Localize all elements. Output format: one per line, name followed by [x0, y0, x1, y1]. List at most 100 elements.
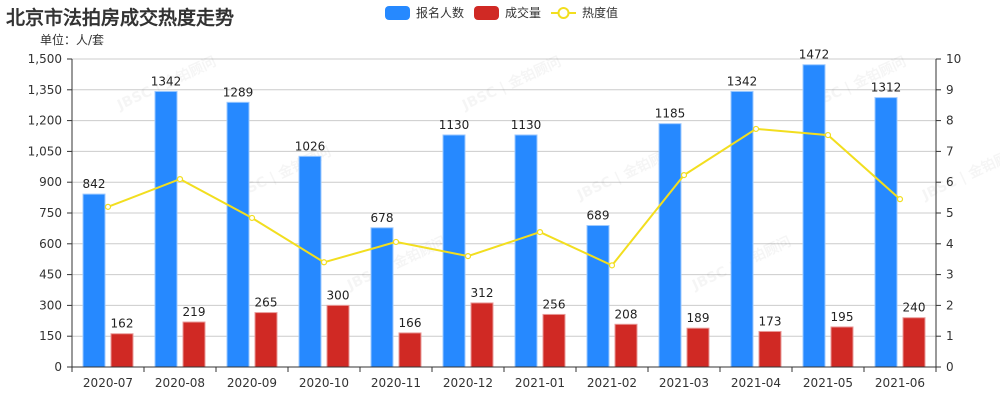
bar-registrants[interactable]: [874, 97, 898, 368]
bar-registrants[interactable]: [730, 90, 754, 368]
y-tick-label: 1,200: [28, 114, 62, 128]
y2-tick-label: 5: [946, 206, 954, 220]
bar-value-label: 678: [371, 211, 394, 225]
bar-value-label: 1185: [655, 107, 686, 121]
watermark: JBSC | 金铂顾问: [459, 53, 564, 114]
bar-value-label: 173: [759, 314, 782, 328]
heat-point[interactable]: [608, 262, 616, 269]
y2-tick-label: 9: [946, 83, 954, 97]
watermark: JBSC | 金铂顾问: [574, 143, 679, 204]
bar-transactions[interactable]: [902, 317, 926, 368]
legend-label: 报名人数: [416, 6, 465, 20]
heat-point[interactable]: [464, 253, 472, 260]
bar-registrants[interactable]: [154, 90, 178, 368]
x-tick-label: 2021-01: [515, 376, 565, 390]
bar-value-label: 689: [587, 209, 610, 223]
x-tick-label: 2020-12: [443, 376, 493, 390]
bar-transactions[interactable]: [182, 321, 206, 368]
bar-value-label: 208: [615, 307, 638, 321]
heat-polyline: [107, 127, 901, 267]
watermark: JBSC | 金铂顾问: [919, 143, 1000, 204]
bar-transactions[interactable]: [614, 323, 638, 368]
bar-registrants[interactable]: [802, 64, 826, 368]
heat-point[interactable]: [320, 259, 328, 266]
y-tick-label: 1,500: [28, 52, 62, 66]
chart-title: 北京市法拍房成交热度走势: [6, 7, 235, 29]
bar-value-label: 195: [831, 310, 854, 324]
legend: 报名人数 成交量 热度值: [385, 4, 628, 21]
bar-value-label: 219: [183, 305, 206, 319]
y-tick-label: 600: [39, 237, 62, 251]
bar-transactions[interactable]: [830, 326, 854, 368]
bar-value-label: 166: [399, 316, 422, 330]
y2-tick-label: 10: [946, 52, 961, 66]
bars: [82, 64, 926, 368]
heat-line: [104, 125, 904, 269]
heat-point[interactable]: [104, 203, 112, 210]
y-tick-label: 450: [39, 268, 62, 282]
watermark: JBSC | 金铂顾问: [229, 143, 334, 204]
bar-registrants[interactable]: [298, 155, 322, 368]
heat-point[interactable]: [176, 176, 184, 183]
bar-transactions[interactable]: [110, 333, 134, 368]
unit-label: 单位：人/套: [40, 33, 105, 47]
bar-value-label: 842: [83, 177, 106, 191]
y-tick-label: 900: [39, 175, 62, 189]
bar-value-label: 1312: [871, 81, 902, 95]
x-tick-label: 2021-04: [731, 376, 781, 390]
legend-swatch-blue-icon: [385, 5, 410, 20]
bar-registrants[interactable]: [370, 227, 394, 368]
bar-registrants[interactable]: [658, 123, 682, 368]
heat-point[interactable]: [824, 131, 832, 139]
watermark: JBSC | 金铂顾问: [114, 53, 219, 114]
grid-lines: [72, 58, 936, 337]
y2-tick-label: 1: [946, 329, 954, 343]
bar-transactions[interactable]: [326, 304, 350, 368]
heat-point[interactable]: [896, 196, 904, 203]
bar-registrants[interactable]: [82, 193, 106, 368]
heat-point[interactable]: [392, 238, 400, 246]
bar-transactions[interactable]: [686, 327, 710, 368]
bar-transactions[interactable]: [470, 302, 494, 368]
bar-value-label: 1342: [151, 74, 182, 88]
legend-item-transactions[interactable]: 成交量: [474, 4, 541, 21]
watermark: JBSC | 金铂顾问: [689, 233, 794, 294]
y-tick-label: 1,050: [28, 144, 62, 158]
x-tick-label: 2021-02: [587, 376, 637, 390]
bar-transactions[interactable]: [398, 332, 422, 368]
x-tick-label: 2020-10: [299, 376, 349, 390]
bar-value-label: 162: [111, 317, 134, 331]
heat-point[interactable]: [680, 172, 688, 179]
bar-registrants[interactable]: [442, 134, 466, 368]
bar-value-label: 312: [471, 286, 494, 300]
heat-point[interactable]: [248, 214, 256, 222]
bar-value-label: 189: [687, 311, 710, 325]
legend-item-heat[interactable]: 热度值: [551, 4, 618, 21]
legend-item-registrants[interactable]: 报名人数: [385, 4, 464, 21]
bar-registrants[interactable]: [226, 101, 250, 368]
heat-point[interactable]: [752, 125, 760, 133]
bar-transactions[interactable]: [254, 312, 278, 368]
bar-transactions[interactable]: [758, 330, 782, 368]
legend-line-circle-icon: [551, 6, 577, 20]
y2-tick-label: 3: [946, 268, 954, 282]
x-tick-label: 2021-05: [803, 376, 853, 390]
x-tick-label: 2020-07: [83, 376, 133, 390]
y2-tick-label: 2: [946, 298, 954, 312]
watermark: JBSC | 金铂顾问: [804, 53, 909, 114]
y2-tick-label: 6: [946, 175, 954, 189]
bar-value-label: 300: [327, 288, 350, 302]
watermark: JBSC | 金铂顾问: [344, 233, 449, 294]
x-tick-label: 2021-06: [875, 376, 925, 390]
heat-point[interactable]: [536, 228, 544, 236]
bar-registrants[interactable]: [514, 134, 538, 368]
y-tick-label: 750: [39, 206, 62, 220]
bar-registrants[interactable]: [586, 225, 610, 368]
legend-label: 成交量: [505, 6, 542, 20]
y2-tick-label: 4: [946, 237, 954, 251]
x-tick-label: 2021-03: [659, 376, 709, 390]
bar-value-label: 1026: [295, 139, 326, 153]
bar-transactions[interactable]: [542, 313, 566, 368]
y2-tick-label: 8: [946, 114, 954, 128]
